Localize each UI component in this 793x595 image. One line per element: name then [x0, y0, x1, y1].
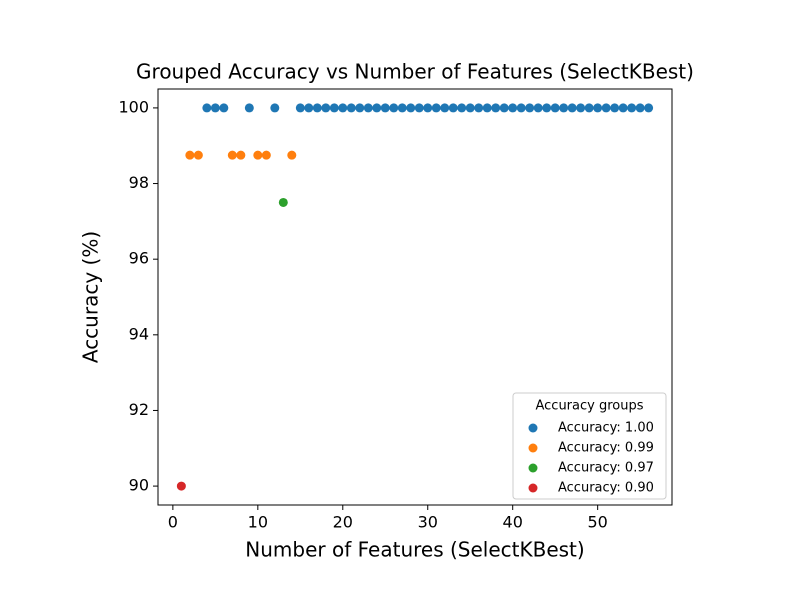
x-axis-label: Number of Features (SelectKBest) — [245, 538, 584, 562]
x-tick-label: 10 — [248, 513, 268, 532]
point — [508, 103, 518, 113]
legend-marker — [528, 443, 538, 453]
point — [355, 103, 365, 113]
point — [261, 150, 271, 160]
chart-title: Grouped Accuracy vs Number of Features (… — [136, 60, 694, 84]
x-tick-label: 20 — [333, 513, 353, 532]
point — [253, 150, 263, 160]
point — [567, 103, 577, 113]
legend-label: Accuracy: 0.99 — [558, 441, 654, 456]
legend-label: Accuracy: 0.90 — [558, 481, 654, 496]
point — [338, 103, 348, 113]
point — [457, 103, 467, 113]
point — [491, 103, 501, 113]
point — [397, 103, 407, 113]
point — [576, 103, 586, 113]
point — [465, 103, 475, 113]
y-tick-label: 96 — [129, 249, 149, 268]
point — [287, 150, 297, 160]
point — [627, 103, 637, 113]
y-tick-label: 100 — [118, 97, 149, 116]
plot-frame — [157, 88, 673, 506]
y-tick-label: 94 — [129, 324, 149, 343]
point — [440, 103, 450, 113]
point — [448, 103, 458, 113]
point — [312, 103, 322, 113]
y-tick-label: 92 — [129, 400, 149, 419]
point — [321, 103, 331, 113]
point — [584, 103, 594, 113]
point — [278, 197, 288, 207]
point — [559, 103, 569, 113]
legend-label: Accuracy: 1.00 — [558, 421, 654, 436]
point — [210, 103, 220, 113]
point — [202, 103, 212, 113]
point — [295, 103, 305, 113]
point — [635, 103, 645, 113]
legend-box — [512, 392, 667, 500]
point — [270, 103, 280, 113]
point — [346, 103, 356, 113]
point — [406, 103, 416, 113]
point — [610, 103, 620, 113]
legend-title: Accuracy groups — [535, 399, 643, 414]
point — [618, 103, 628, 113]
legend-marker — [528, 463, 538, 473]
x-tick-label: 50 — [587, 513, 607, 532]
point — [431, 103, 441, 113]
x-tick-label: 0 — [168, 513, 178, 532]
point — [304, 103, 314, 113]
x-tick-label: 40 — [503, 513, 523, 532]
point — [423, 103, 433, 113]
point — [601, 103, 611, 113]
point — [389, 103, 399, 113]
point — [236, 150, 246, 160]
point — [219, 103, 229, 113]
point — [193, 150, 203, 160]
y-tick-label: 90 — [129, 476, 149, 495]
point — [593, 103, 603, 113]
y-tick-label: 98 — [129, 173, 149, 192]
legend-marker — [528, 483, 538, 493]
point — [227, 150, 237, 160]
point — [474, 103, 484, 113]
point — [380, 103, 390, 113]
x-tick-label: 30 — [418, 513, 438, 532]
point — [185, 150, 195, 160]
point — [329, 103, 339, 113]
legend-label: Accuracy: 0.97 — [558, 461, 654, 476]
point — [550, 103, 560, 113]
point — [414, 103, 424, 113]
legend-marker — [528, 423, 538, 433]
point — [363, 103, 373, 113]
y-axis-label: Accuracy (%) — [79, 231, 103, 363]
point — [533, 103, 543, 113]
point — [644, 103, 654, 113]
point — [525, 103, 535, 113]
point — [482, 103, 492, 113]
point — [516, 103, 526, 113]
point — [499, 103, 509, 113]
point — [176, 481, 186, 491]
point — [372, 103, 382, 113]
point — [244, 103, 254, 113]
point — [542, 103, 552, 113]
